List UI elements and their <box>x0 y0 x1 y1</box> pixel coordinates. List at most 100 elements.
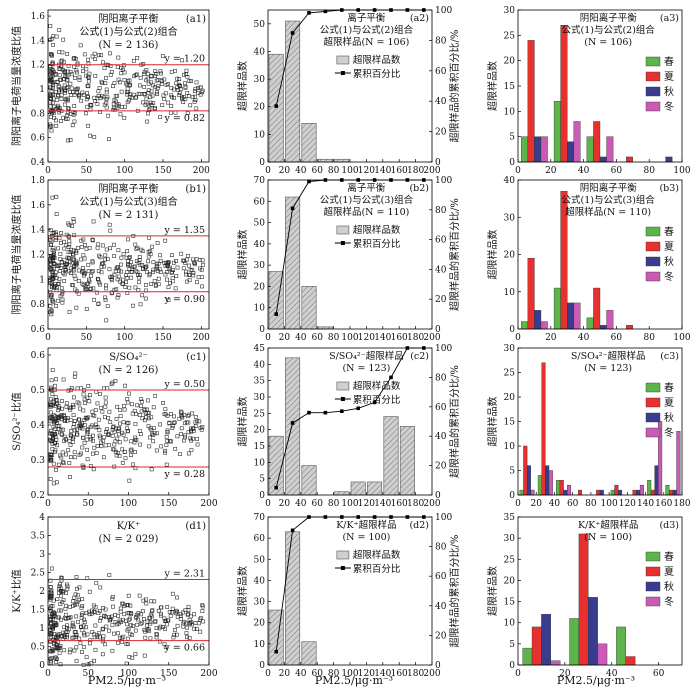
d1-ylabel: K/K⁺比值 <box>10 569 23 613</box>
a1-point <box>142 92 147 97</box>
c2-ylabel: 超限样品数 <box>236 397 249 447</box>
b1-point <box>152 279 157 283</box>
b1-point <box>57 264 61 268</box>
d2-legend-swatch-count <box>336 550 350 560</box>
a1-point <box>140 100 145 105</box>
c1-point <box>85 447 89 452</box>
b2-bar <box>285 196 301 330</box>
b2-y2tick-label: 60 <box>435 236 447 246</box>
b3-ylabel: 超限样品数 <box>486 230 499 280</box>
b1-point <box>99 270 104 275</box>
d1-point <box>93 623 98 628</box>
c1-point <box>130 402 134 407</box>
a1-ytick-label: 0.8 <box>31 109 46 119</box>
b3-bar-夏 <box>626 325 633 330</box>
c2-ytick-label: 35 <box>254 377 266 387</box>
c1-point <box>48 403 53 408</box>
c1-point <box>72 455 77 460</box>
c2-ytick-label: 30 <box>254 393 266 403</box>
b1-point <box>199 275 204 279</box>
b2-y2tick-label: 0 <box>435 325 441 335</box>
c1-point <box>122 404 126 408</box>
a1-point <box>129 95 134 100</box>
b1-point <box>95 245 100 250</box>
d1-point <box>107 615 112 620</box>
d1-point <box>142 627 147 632</box>
a1-point <box>146 90 151 95</box>
b1-point <box>54 264 59 268</box>
b1-point <box>54 194 59 199</box>
a1-point <box>77 75 82 80</box>
d3-legend-冬: 冬 <box>664 595 674 608</box>
d2-ytick-label: 10 <box>254 640 266 650</box>
c1-point <box>84 437 89 442</box>
d1-point <box>80 628 85 633</box>
panel-a1: y = 1.20 y = 0.82 0 50 100 150 200 0.4 0.6 0.8 1 1.… <box>10 9 210 176</box>
c1-point <box>99 444 104 449</box>
b3-xtick-label: 60 <box>611 333 623 343</box>
c1-point <box>105 386 110 391</box>
d1-point <box>126 617 131 622</box>
d1-point <box>80 650 84 654</box>
a1-point <box>49 97 53 101</box>
c1-point <box>95 443 100 448</box>
b1-point <box>135 245 140 250</box>
c1-point <box>73 371 78 376</box>
b1-point <box>49 243 53 247</box>
c2-ytick-label: 40 <box>254 360 266 370</box>
b1-point <box>80 270 85 274</box>
b1-ytick-label: 1.6 <box>31 201 46 211</box>
d2-xtick-label: 180 <box>407 669 424 679</box>
c3-xtick-label: 120 <box>619 499 636 509</box>
c1-point <box>129 439 134 444</box>
d1-point <box>153 620 158 625</box>
c1-point <box>159 444 164 449</box>
a1-point <box>180 58 185 63</box>
b1-point <box>117 268 121 273</box>
d2-ytick-label: 70 <box>254 513 266 523</box>
b1-point <box>116 293 121 297</box>
c1-point <box>81 392 86 397</box>
b1-point <box>69 266 73 271</box>
c1-point <box>69 386 74 390</box>
b1-point <box>183 261 188 265</box>
d3-bar-夏 <box>625 656 636 666</box>
a1-point <box>93 73 98 78</box>
a2-legend-swatch-marker <box>340 71 345 75</box>
c1-point <box>60 406 64 411</box>
b1-xtick-label: 100 <box>116 333 133 343</box>
d1-point <box>175 615 180 619</box>
a1-point <box>127 91 132 96</box>
c2-cumulative-point <box>307 410 311 415</box>
d1-point <box>82 631 86 636</box>
a1-point <box>75 86 80 91</box>
b1-threshold-label: y = 1.35 <box>163 225 205 236</box>
a3-bar-春 <box>553 100 561 163</box>
a1-point <box>127 98 131 103</box>
a1-point <box>169 104 174 108</box>
b1-point <box>170 270 174 275</box>
a1-ytick-label: 1.2 <box>31 61 45 71</box>
c1-point <box>71 403 75 407</box>
d1-point <box>158 611 163 616</box>
c1-point <box>61 427 65 432</box>
a1-point <box>59 97 64 101</box>
c1-point <box>125 400 130 405</box>
c1-point <box>133 422 138 426</box>
b1-point <box>62 257 67 262</box>
c1-point <box>51 436 56 441</box>
a1-ytick-label: 0.4 <box>31 158 46 168</box>
c1-point <box>107 409 112 414</box>
b1-point <box>70 283 74 287</box>
b1-point <box>58 294 63 298</box>
d1-ytick-label: 0.5 <box>31 643 46 653</box>
c1-point <box>193 424 198 429</box>
b1-point <box>154 283 158 288</box>
a1-point <box>65 78 70 83</box>
a1-point <box>54 98 59 103</box>
c1-point <box>48 415 53 420</box>
b1-point <box>110 278 114 283</box>
a1-point <box>124 90 129 94</box>
d1-point <box>126 593 131 598</box>
a1-point <box>102 95 107 100</box>
